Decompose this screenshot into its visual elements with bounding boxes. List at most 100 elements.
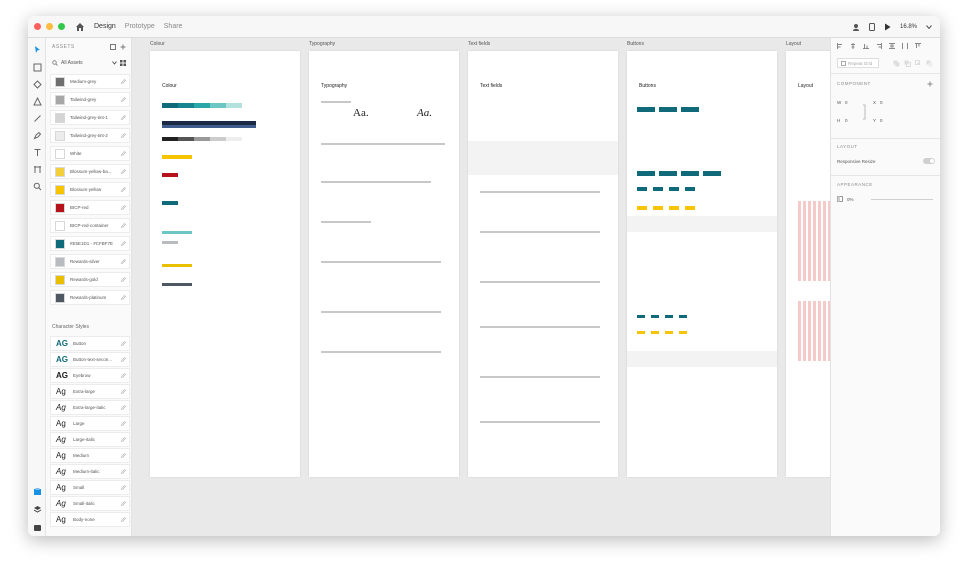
align-top-icon[interactable] xyxy=(915,43,921,49)
character-style-item[interactable]: Ag Large xyxy=(50,416,130,431)
artboard-title-colour[interactable]: Colour xyxy=(150,41,165,47)
edit-icon[interactable] xyxy=(121,205,126,210)
boolean-intersect-icon[interactable] xyxy=(915,60,922,67)
distribute-vertical-icon[interactable] xyxy=(902,43,908,49)
assets-panel-toggle[interactable] xyxy=(32,486,42,496)
character-style-item[interactable]: AG Button xyxy=(50,336,130,351)
artboard-title-typography[interactable]: Typography xyxy=(309,41,336,47)
home-icon[interactable] xyxy=(75,22,85,32)
color-asset-item[interactable]: Rewards-gold xyxy=(50,272,130,287)
library-icon[interactable] xyxy=(110,44,116,50)
align-right-icon[interactable] xyxy=(876,43,882,49)
rectangle-tool[interactable] xyxy=(32,62,42,72)
character-style-item[interactable]: Ag Medium-italic xyxy=(50,464,130,479)
grid-view-icon[interactable] xyxy=(120,60,126,66)
x-value[interactable]: 0 xyxy=(880,100,883,105)
edit-icon[interactable] xyxy=(121,259,126,264)
edit-icon[interactable] xyxy=(121,187,126,192)
edit-icon[interactable] xyxy=(121,341,126,346)
play-icon[interactable] xyxy=(884,23,891,31)
artboard-title-text-fields[interactable]: Text fields xyxy=(468,41,491,47)
edit-icon[interactable] xyxy=(121,241,126,246)
artboard-tool[interactable] xyxy=(32,164,42,174)
edit-icon[interactable] xyxy=(121,133,126,138)
repeat-grid-button[interactable]: Repeat Grid xyxy=(837,58,879,68)
plugins-panel-toggle[interactable] xyxy=(32,522,42,532)
edit-icon[interactable] xyxy=(121,223,126,228)
artboard-title-buttons[interactable]: Buttons xyxy=(627,41,644,47)
edit-icon[interactable] xyxy=(121,517,126,522)
character-style-item[interactable]: Ag Medium xyxy=(50,448,130,463)
artboard-title-layout[interactable]: Layout xyxy=(786,41,802,47)
responsive-resize-toggle[interactable] xyxy=(923,158,935,164)
color-asset-item[interactable]: Blossum-yellow xyxy=(50,182,130,197)
artboard-layout[interactable]: Layout xyxy=(786,51,830,477)
edit-icon[interactable] xyxy=(121,453,126,458)
plus-icon[interactable] xyxy=(120,44,126,50)
distribute-icon[interactable] xyxy=(889,43,895,49)
edit-icon[interactable] xyxy=(121,357,126,362)
text-tool[interactable] xyxy=(32,147,42,157)
align-bottom-icon[interactable] xyxy=(863,43,869,49)
boolean-add-icon[interactable] xyxy=(893,60,900,67)
edit-icon[interactable] xyxy=(121,295,126,300)
edit-icon[interactable] xyxy=(121,389,126,394)
color-asset-item[interactable]: Rewards-silver xyxy=(50,254,130,269)
edit-icon[interactable] xyxy=(121,469,126,474)
color-asset-item[interactable]: #E5E1D1 - #CFBF7E xyxy=(50,236,130,251)
opacity-value[interactable]: 0% xyxy=(847,197,854,202)
edit-icon[interactable] xyxy=(121,485,126,490)
color-asset-item[interactable]: BICP-red xyxy=(50,200,130,215)
edit-icon[interactable] xyxy=(121,421,126,426)
character-style-item[interactable]: Ag Extra-large xyxy=(50,384,130,399)
color-asset-item[interactable]: Tailwind-grey xyxy=(50,92,130,107)
character-style-item[interactable]: Ag Small-italic xyxy=(50,496,130,511)
plus-icon[interactable] xyxy=(927,81,933,87)
edit-icon[interactable] xyxy=(121,169,126,174)
assets-filter[interactable]: All Assets xyxy=(52,58,126,68)
character-style-item[interactable]: AG Eyebrow xyxy=(50,368,130,383)
edit-icon[interactable] xyxy=(121,405,126,410)
character-style-item[interactable]: AG Button-text-secon... xyxy=(50,352,130,367)
height-value[interactable]: 0 xyxy=(845,118,848,123)
color-asset-item[interactable]: White xyxy=(50,146,130,161)
boolean-subtract-icon[interactable] xyxy=(904,60,911,67)
color-asset-item[interactable]: Tailwind-grey-tint-1 xyxy=(50,110,130,125)
character-style-item[interactable]: Ag Extra-large-italic xyxy=(50,400,130,415)
color-asset-item[interactable]: Tailwind-grey-tint-2 xyxy=(50,128,130,143)
character-style-item[interactable]: Ag Large-italic xyxy=(50,432,130,447)
minimize-window-button[interactable] xyxy=(46,23,53,30)
color-asset-item[interactable]: Rewards-platinum xyxy=(50,290,130,305)
zoom-level[interactable]: 16.8% xyxy=(899,24,917,30)
device-preview-icon[interactable] xyxy=(868,23,875,31)
lock-aspect-icon[interactable] xyxy=(862,104,866,120)
align-left-icon[interactable] xyxy=(837,43,843,49)
color-asset-item[interactable]: BICP-red-container xyxy=(50,218,130,233)
edit-icon[interactable] xyxy=(121,115,126,120)
pen-tool[interactable] xyxy=(32,130,42,140)
design-canvas[interactable]: Colour Colour Typography Typography Aa. xyxy=(132,38,830,536)
character-style-item[interactable]: Ag Body-none xyxy=(50,512,130,527)
polygon-tool[interactable] xyxy=(32,96,42,106)
edit-icon[interactable] xyxy=(121,151,126,156)
y-value[interactable]: 0 xyxy=(880,118,883,123)
opacity-slider[interactable] xyxy=(871,199,933,200)
edit-icon[interactable] xyxy=(121,97,126,102)
edit-icon[interactable] xyxy=(121,373,126,378)
layers-panel-toggle[interactable] xyxy=(32,504,42,514)
select-tool[interactable] xyxy=(32,44,42,54)
width-value[interactable]: 0 xyxy=(845,100,848,105)
close-window-button[interactable] xyxy=(34,23,41,30)
artboard-typography[interactable]: Typography Aa. Aa. xyxy=(309,51,459,477)
edit-icon[interactable] xyxy=(121,277,126,282)
color-asset-item[interactable]: Blossum-yellow-ba... xyxy=(50,164,130,179)
edit-icon[interactable] xyxy=(121,79,126,84)
maximize-window-button[interactable] xyxy=(58,23,65,30)
align-center-icon[interactable] xyxy=(850,43,856,49)
line-tool[interactable] xyxy=(32,113,42,123)
ellipse-tool[interactable] xyxy=(32,79,42,89)
tab-design[interactable]: Design xyxy=(94,23,116,30)
zoom-tool[interactable] xyxy=(32,181,42,191)
tab-prototype[interactable]: Prototype xyxy=(124,23,155,30)
edit-icon[interactable] xyxy=(121,501,126,506)
